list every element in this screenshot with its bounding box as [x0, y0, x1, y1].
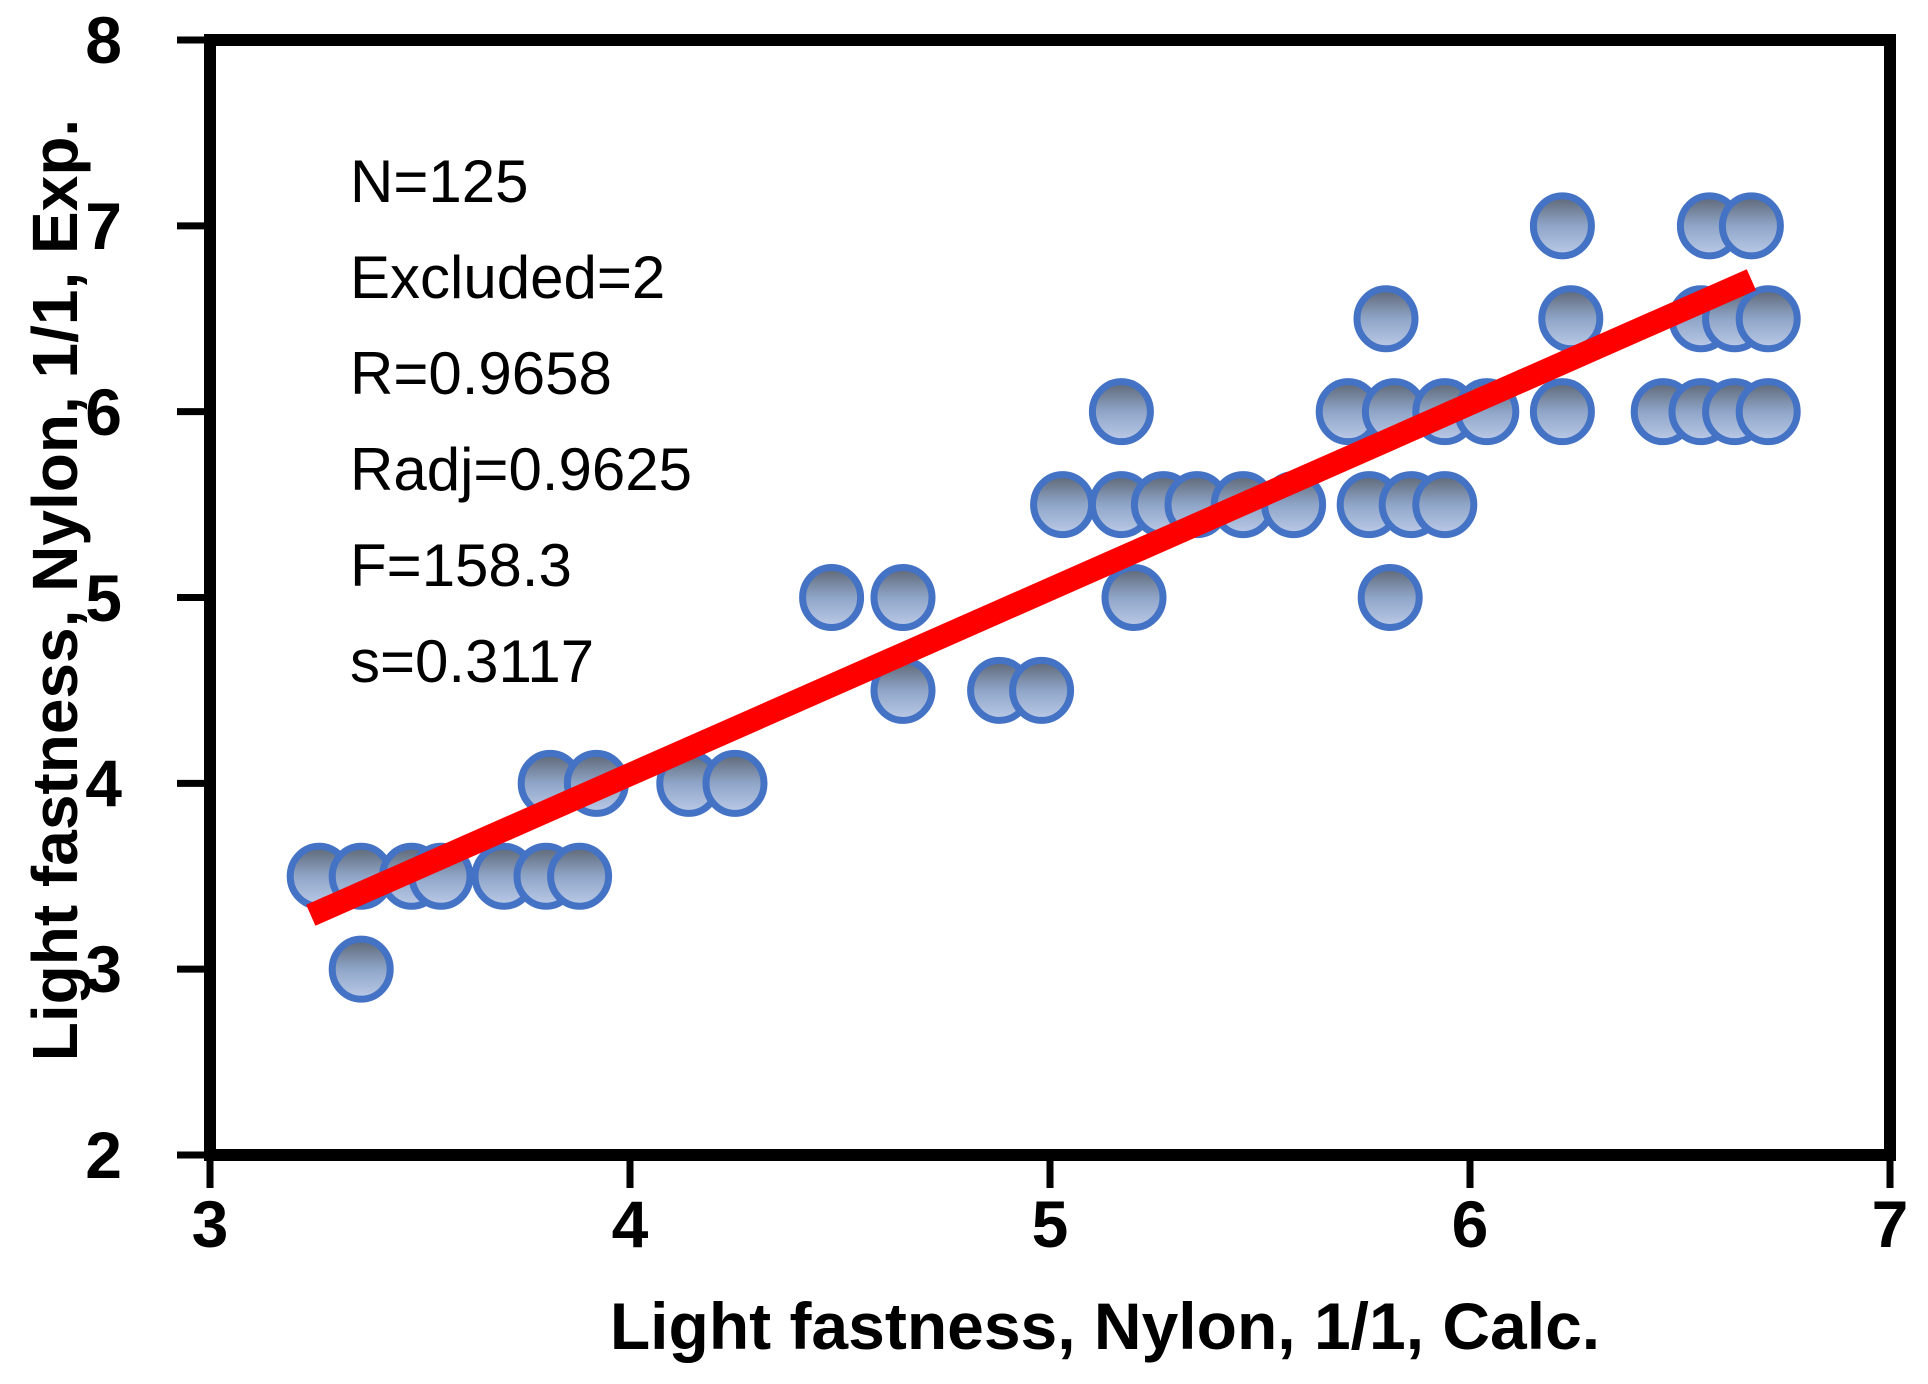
stat-line: F=158.3 — [350, 532, 572, 599]
data-point — [799, 564, 865, 631]
y-tick-label: 5 — [85, 560, 122, 635]
data-point — [1357, 564, 1423, 631]
data-point — [702, 749, 768, 817]
data-point — [1009, 656, 1075, 724]
y-axis-title: Light fastness, Nylon, 1/1, Exp. — [19, 118, 91, 1062]
stat-line: s=0.3117 — [350, 628, 595, 695]
x-axis-title: Light fastness, Nylon, 1/1, Calc. — [609, 1289, 1601, 1363]
data-point — [1101, 564, 1167, 631]
regression-stats-annotation: N=125 Excluded=2 R=0.9658 Radj=0.9625 F=158.… — [350, 134, 692, 710]
y-tick-label: 3 — [85, 932, 122, 1007]
x-tick-label: 5 — [1031, 1187, 1069, 1261]
stat-line: Excluded=2 — [350, 244, 666, 311]
stat-line: Radj=0.9625 — [350, 436, 692, 503]
y-tick-label: 6 — [85, 374, 122, 449]
x-tick-label: 4 — [611, 1187, 649, 1261]
data-point — [1718, 192, 1784, 260]
y-tick-label: 8 — [85, 3, 122, 77]
x-tick-label: 6 — [1451, 1187, 1489, 1261]
data-point — [1735, 378, 1801, 446]
data-point — [870, 564, 936, 631]
y-tick-label: 2 — [85, 1118, 122, 1192]
data-point — [1088, 378, 1154, 446]
data-point — [1030, 471, 1096, 539]
y-tick-label: 4 — [85, 746, 122, 821]
data-point — [547, 842, 613, 910]
data-point — [328, 935, 394, 1003]
trend-line — [306, 269, 1757, 926]
data-point — [1735, 285, 1801, 353]
data-point — [1353, 285, 1419, 353]
stat-line: N=125 — [350, 148, 529, 215]
plot-frame — [204, 34, 1896, 1161]
x-tick-label: 3 — [191, 1187, 229, 1261]
x-tick-label: 7 — [1871, 1187, 1909, 1261]
stat-line: R=0.9658 — [350, 340, 612, 407]
data-point — [1412, 471, 1478, 539]
y-tick-label: 7 — [85, 188, 122, 263]
data-point — [1529, 192, 1595, 260]
data-point — [1529, 378, 1595, 446]
